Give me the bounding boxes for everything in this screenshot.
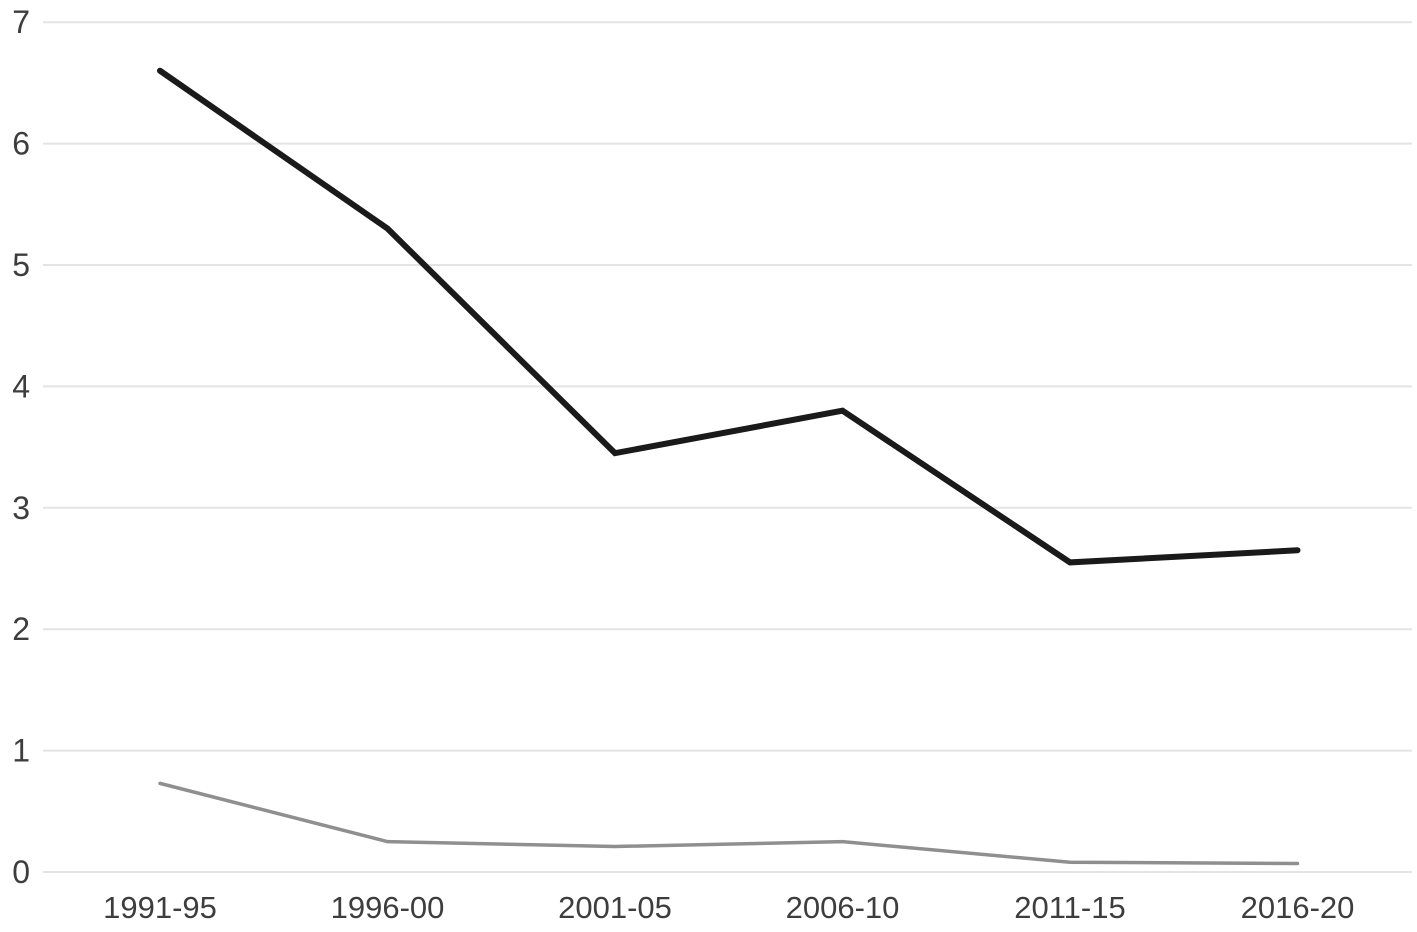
x-tick-label: 1996-00 [331, 890, 445, 925]
y-tick-label: 1 [12, 733, 30, 769]
y-tick-label: 0 [12, 854, 30, 890]
x-tick-label: 2001-05 [558, 890, 672, 925]
y-tick-label: 5 [12, 247, 30, 283]
y-tick-label: 4 [12, 368, 30, 404]
series-line-dark-series [157, 67, 1301, 566]
y-tick-label: 2 [12, 611, 30, 647]
x-tick-label: 2011-15 [1014, 890, 1125, 925]
x-tick-label: 1991-95 [103, 890, 217, 925]
y-tick-label: 7 [12, 4, 30, 40]
x-tick-label: 2016-20 [1241, 890, 1355, 925]
x-tick-label: 2006-10 [786, 890, 900, 925]
y-tick-label: 3 [12, 490, 30, 526]
y-tick-label: 6 [12, 126, 30, 162]
series-line-gray-series [158, 781, 1300, 866]
